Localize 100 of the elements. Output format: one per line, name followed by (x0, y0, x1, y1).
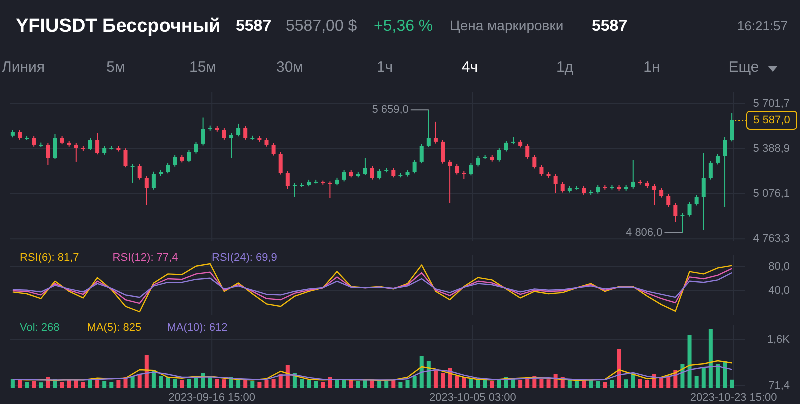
bar (39, 382, 44, 388)
annotation: 5 659,0 (372, 104, 409, 116)
bar (483, 380, 488, 388)
text: +5,36 % (374, 18, 434, 36)
bar (455, 376, 460, 388)
line-series (12, 272, 733, 298)
bar (138, 374, 142, 388)
candlestick (526, 144, 530, 160)
bar (130, 376, 135, 388)
bar (215, 379, 220, 388)
candlestick (426, 110, 431, 148)
candlestick (680, 212, 685, 234)
candlestick (292, 182, 297, 198)
bar (596, 381, 600, 388)
candlestick (666, 194, 671, 208)
series-label: RSI(12): 77,4 (112, 252, 178, 264)
candlestick (278, 152, 283, 176)
bar (102, 381, 107, 388)
y-tick-label: 1,6K (767, 334, 791, 346)
bar (144, 355, 149, 388)
bar (426, 361, 431, 388)
candlestick (138, 164, 142, 180)
candlestick (194, 142, 198, 154)
text: Vol: 268 (20, 322, 60, 334)
text: MA(10): 612 (167, 322, 228, 334)
candlestick (286, 170, 290, 190)
candlestick (222, 128, 226, 140)
bar (60, 382, 64, 388)
candlestick (32, 136, 36, 148)
bar (158, 376, 163, 388)
candlestick (173, 154, 178, 168)
text: 4ч (462, 58, 478, 76)
bar (469, 379, 474, 388)
candlestick (412, 160, 417, 174)
bar (638, 379, 642, 388)
candlestick (201, 117, 206, 146)
bar (222, 380, 226, 388)
bar (610, 380, 614, 388)
bar (708, 330, 713, 388)
bar (723, 361, 728, 388)
bar (378, 380, 382, 388)
candlestick (236, 123, 241, 138)
x-tick-label: 2023-09-16 15:00 (168, 392, 256, 404)
bar (250, 381, 255, 388)
candlestick (652, 183, 657, 206)
candlestick (420, 144, 424, 164)
candlestick (540, 164, 544, 176)
text: YFIUSDT Бессрочный (16, 16, 221, 38)
series-label: RSI(24): 69,9 (212, 252, 278, 264)
text: Цена маркировки (450, 18, 564, 34)
text: Еще (728, 58, 760, 76)
candlestick (660, 188, 664, 198)
bar (110, 382, 114, 388)
text: Линия (2, 58, 46, 76)
bar (476, 380, 480, 388)
text: 16:21:57 (737, 18, 788, 34)
candlestick (702, 152, 706, 231)
bar (32, 381, 36, 388)
bar (412, 376, 417, 388)
candlestick (88, 138, 92, 151)
bar (258, 382, 262, 388)
y-tick-label: 5 701,7 (753, 98, 790, 110)
candlestick (144, 176, 149, 206)
text: MA(5): 825 (87, 322, 142, 334)
bar (398, 382, 403, 388)
y-tick-label: 71,4 (768, 380, 790, 392)
x-tick-label: 2023-10-23 15:00 (690, 392, 778, 404)
bar (617, 349, 622, 388)
candlestick (46, 142, 50, 166)
text: 30м (276, 58, 304, 76)
bar (166, 378, 170, 388)
text: 5587 (236, 18, 272, 36)
candlestick (166, 162, 170, 174)
candlestick (18, 130, 22, 140)
annotation: 4 806,0 (626, 226, 663, 239)
bar (10, 379, 15, 388)
bar (730, 380, 734, 388)
bar (25, 382, 30, 388)
bar (589, 380, 594, 388)
bar (568, 380, 572, 388)
text: 5587,00 $ (286, 18, 358, 36)
bar (173, 379, 178, 388)
candlestick (469, 162, 474, 176)
bar (392, 380, 396, 388)
bar (660, 378, 664, 388)
bar (321, 382, 326, 388)
bar (694, 376, 699, 388)
text: 1ч (376, 58, 394, 76)
text: 15м (190, 58, 216, 76)
candlestick (272, 142, 276, 156)
bar (574, 381, 579, 388)
candlestick (392, 168, 396, 178)
candlestick (130, 164, 135, 184)
bar (518, 380, 523, 388)
bar (18, 380, 22, 388)
candlestick (730, 112, 734, 142)
bar (490, 381, 494, 388)
candlestick (694, 194, 699, 206)
text: 5м (106, 58, 126, 76)
candlestick (708, 160, 713, 180)
